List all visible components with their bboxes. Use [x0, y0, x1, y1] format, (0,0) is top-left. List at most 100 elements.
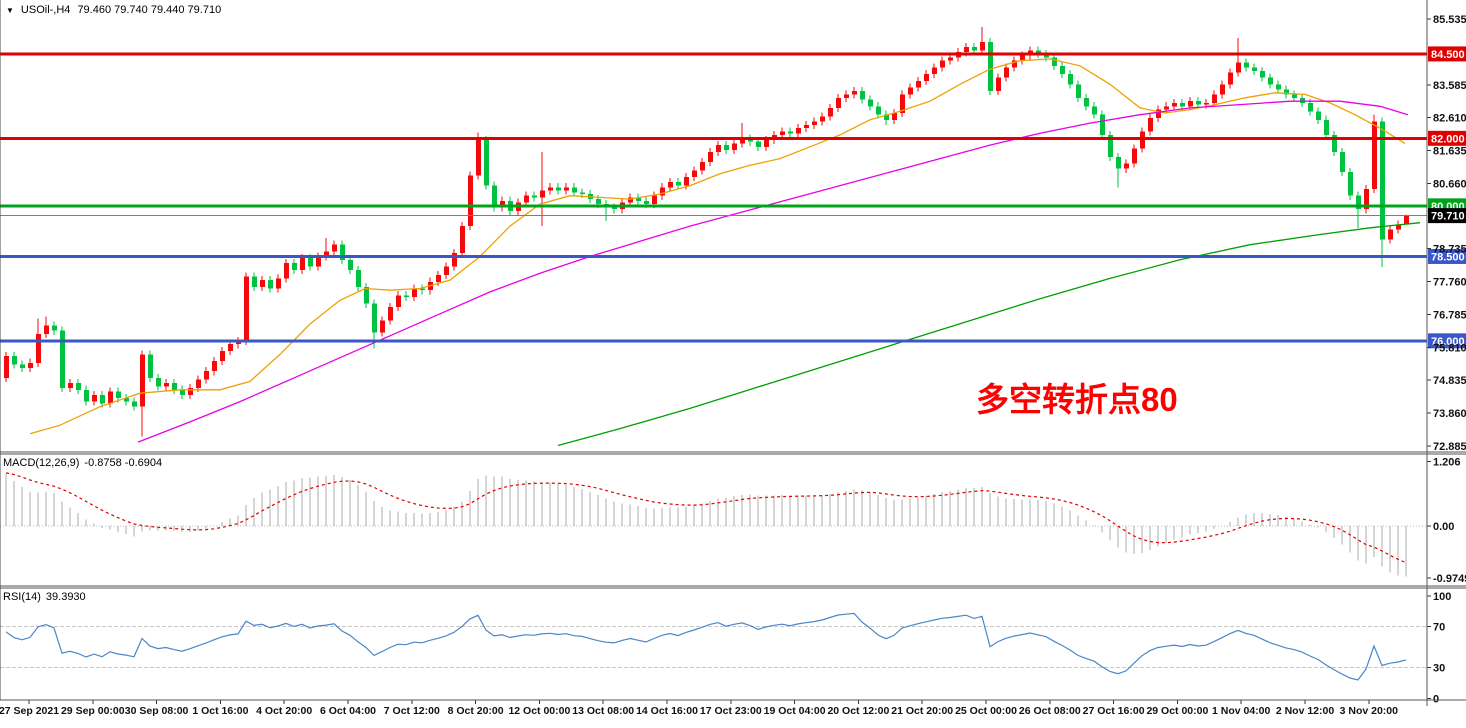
candle [876, 102, 881, 119]
candle [356, 265, 361, 291]
svg-text:0.00: 0.00 [1433, 521, 1454, 533]
macd-name: MACD(12,26,9) [3, 457, 80, 469]
candle [172, 378, 177, 394]
candle [468, 171, 473, 231]
candle [260, 276, 265, 291]
candle [1356, 191, 1361, 228]
svg-text:17 Oct 23:00: 17 Oct 23:00 [700, 705, 762, 717]
candle [532, 191, 537, 202]
svg-text:4 Oct 20:00: 4 Oct 20:00 [256, 705, 312, 717]
svg-text:81.635: 81.635 [1433, 146, 1466, 158]
candle [1372, 114, 1377, 194]
ma-mid-line [137, 100, 1409, 443]
candle [1276, 80, 1281, 94]
price-badge [1428, 130, 1466, 146]
candle [60, 326, 65, 393]
candle [796, 124, 801, 138]
candle [20, 360, 25, 372]
candle [332, 240, 337, 256]
candle [692, 166, 697, 182]
candle [1108, 130, 1113, 161]
macd-pane: 1.206 0.00 -0.9749 [0, 457, 1466, 585]
candle [388, 303, 393, 325]
ohlc-values: 79.460 79.740 79.440 79.710 [77, 4, 222, 16]
candle [1052, 53, 1057, 70]
candle [1396, 220, 1401, 234]
candle [748, 134, 753, 146]
candle [284, 259, 289, 283]
candle [1244, 58, 1249, 72]
symbol-header: ▼ USOil-,H4 79.460 79.740 79.440 79.710 [6, 4, 221, 16]
candle [572, 183, 577, 197]
candle [92, 390, 97, 406]
candle [812, 117, 817, 129]
svg-text:13 Oct 08:00: 13 Oct 08:00 [572, 705, 634, 717]
candle [100, 390, 105, 408]
svg-text:74.835: 74.835 [1433, 375, 1466, 387]
candle [52, 321, 57, 335]
candle [988, 38, 993, 96]
candle [892, 108, 897, 124]
candle [268, 276, 273, 293]
candle [1340, 147, 1345, 177]
svg-text:27 Oct 16:00: 27 Oct 16:00 [1083, 705, 1145, 717]
candle [804, 120, 809, 133]
svg-text:100: 100 [1433, 591, 1451, 603]
svg-text:1 Oct 16:00: 1 Oct 16:00 [192, 705, 248, 717]
candle [540, 151, 545, 227]
svg-text:76.000: 76.000 [1431, 336, 1465, 348]
price-badge [1428, 333, 1466, 349]
candle [788, 127, 793, 138]
rsi-value: 39.3930 [45, 591, 86, 603]
price-badge [1428, 248, 1466, 264]
macd-values: -0.8758 -0.6904 [84, 457, 163, 469]
rsi-indicator-label: RSI(14) 39.3930 [3, 591, 86, 603]
candle [884, 110, 889, 125]
candle [236, 336, 241, 349]
candle [1068, 70, 1073, 89]
candle [668, 178, 673, 192]
candle [220, 346, 225, 366]
candle [660, 183, 665, 200]
candle [1092, 102, 1097, 119]
candle [1292, 90, 1297, 102]
candle [836, 93, 841, 112]
svg-text:25 Oct 00:00: 25 Oct 00:00 [955, 705, 1017, 717]
candle [500, 196, 505, 212]
candle [28, 358, 33, 372]
candle [1316, 107, 1321, 124]
rsi-pane: 100 70 30 0 [0, 591, 1451, 705]
svg-text:8 Oct 20:00: 8 Oct 20:00 [448, 705, 504, 717]
candle [412, 284, 417, 302]
svg-text:21 Oct 20:00: 21 Oct 20:00 [891, 705, 953, 717]
svg-text:1 Nov 04:00: 1 Nov 04:00 [1212, 705, 1271, 717]
svg-text:2 Nov 12:00: 2 Nov 12:00 [1276, 705, 1335, 717]
svg-text:-0.9749: -0.9749 [1433, 573, 1466, 585]
chart-dropdown-icon[interactable]: ▼ [6, 5, 14, 15]
svg-text:79.710: 79.710 [1431, 211, 1465, 223]
ma-slow-line [557, 222, 1421, 447]
svg-text:19 Oct 04:00: 19 Oct 04:00 [764, 705, 826, 717]
candle [1252, 63, 1257, 75]
svg-text:3 Nov 20:00: 3 Nov 20:00 [1340, 705, 1399, 717]
rsi-line [5, 612, 1407, 681]
candle [820, 112, 825, 126]
candle [1148, 114, 1153, 136]
price-badge [1428, 208, 1466, 224]
svg-text:84.500: 84.500 [1431, 49, 1465, 61]
candle [228, 340, 233, 356]
candle [380, 316, 385, 337]
candle [868, 95, 873, 111]
candle [44, 316, 49, 339]
candle [1332, 130, 1337, 156]
candle [132, 397, 137, 411]
candle [1284, 85, 1289, 99]
candle [76, 378, 81, 394]
candle [1364, 184, 1369, 214]
candle [1388, 225, 1393, 244]
chart-annotation-text: 多空转折点80 [976, 381, 1178, 418]
candle [460, 222, 465, 258]
